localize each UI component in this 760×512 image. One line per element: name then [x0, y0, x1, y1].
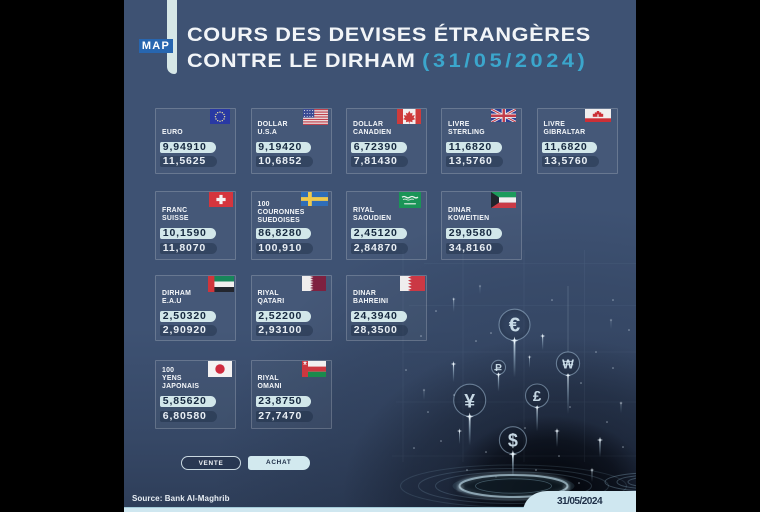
- svg-text:£: £: [533, 388, 542, 405]
- svg-text:¥: ¥: [464, 390, 475, 412]
- svg-text:P: P: [495, 363, 502, 374]
- svg-text:$: $: [508, 430, 518, 450]
- svg-text:€: €: [509, 314, 521, 337]
